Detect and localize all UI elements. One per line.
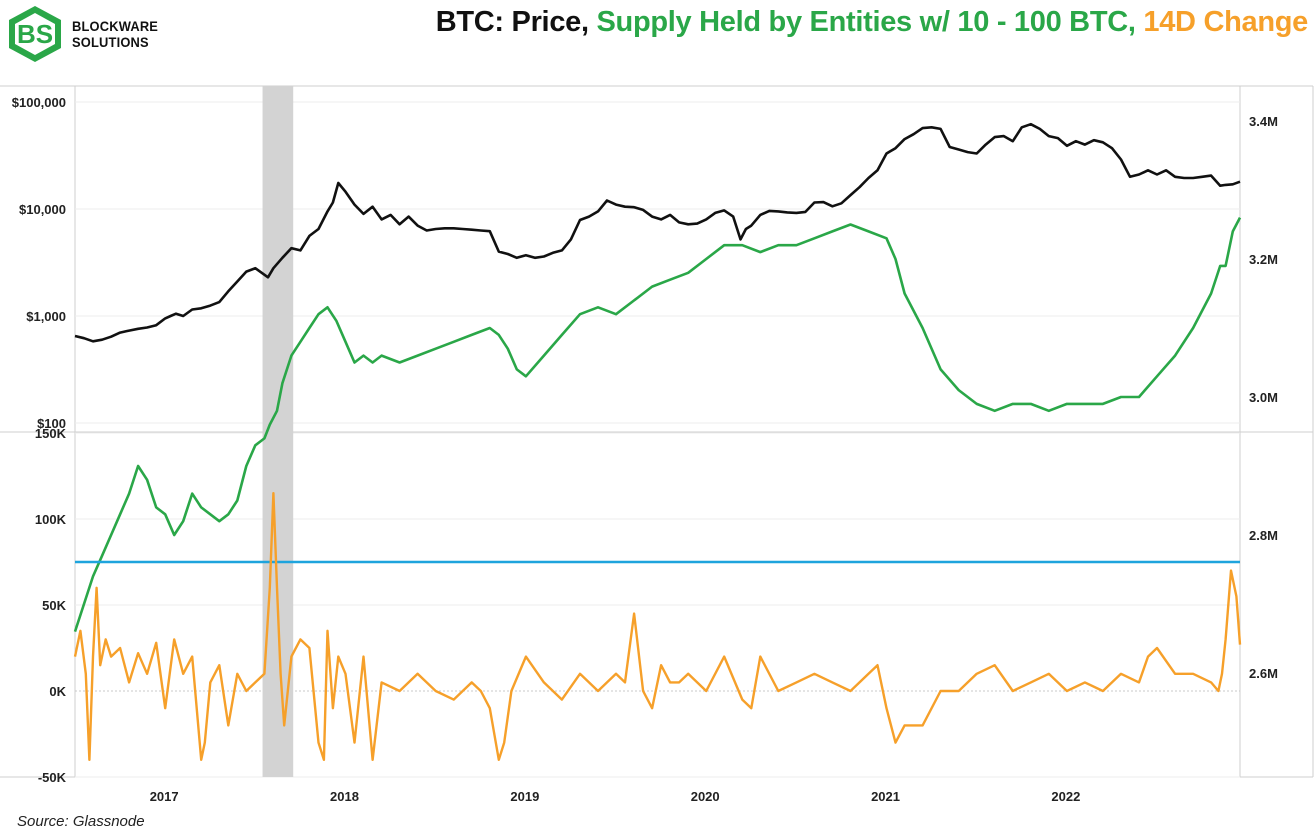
price-tick-label: $10,000 xyxy=(19,202,66,217)
change-tick-label: 100K xyxy=(35,512,67,527)
source-note: Source: Glassnode xyxy=(17,813,145,830)
change-series-line xyxy=(73,492,1242,761)
supply-tick-label: 2.8M xyxy=(1249,528,1278,543)
price-tick-label: $100 xyxy=(37,416,66,431)
change-tick-label: -50K xyxy=(38,770,67,785)
logo-line-2: SOLUTIONS xyxy=(72,34,149,50)
change-tick-label: 0K xyxy=(49,684,66,699)
supply-tick-label: 2.6M xyxy=(1249,666,1278,681)
title-change: 14D Change xyxy=(1143,6,1308,38)
year-tick-label: 2022 xyxy=(1051,789,1080,804)
svg-text:BS: BS xyxy=(17,19,53,49)
blockware-logo-icon: BS xyxy=(9,6,61,62)
logo-line-1: BLOCKWARE xyxy=(72,18,159,34)
change-tick-label: 50K xyxy=(42,598,66,613)
price-tick-label: $1,000 xyxy=(26,309,66,324)
price-tick-label: $100,000 xyxy=(12,95,66,110)
gridlines xyxy=(75,101,1240,778)
supply-series-line xyxy=(73,216,1242,633)
price-series-line xyxy=(74,122,1241,343)
title-price: BTC: Price, xyxy=(435,6,597,38)
tick-labels: $100 $1,000 $10,000 $100,000 2.6M 2.8M 3.0M 3.2… xyxy=(12,95,1278,804)
supply-tick-label: 3.0M xyxy=(1249,390,1278,405)
logo-wordmark: BLOCKWARE SOLUTIONS xyxy=(72,18,158,50)
top-panel-lines xyxy=(73,122,1242,633)
logo: BS BLOCKWARE SOLUTIONS xyxy=(6,4,176,66)
year-tick-label: 2019 xyxy=(510,789,539,804)
bottom-panel-lines xyxy=(73,492,1242,761)
chart-frame xyxy=(0,85,1314,778)
year-tick-label: 2021 xyxy=(871,789,900,804)
year-tick-label: 2017 xyxy=(150,789,179,804)
supply-tick-label: 3.2M xyxy=(1249,252,1278,267)
supply-tick-label: 3.4M xyxy=(1249,114,1278,129)
change-tick-label: 150K xyxy=(35,426,67,441)
title-supply: Supply Held by Entities w/ 10 - 100 BTC, xyxy=(596,6,1144,38)
chart-title: BTC: Price, Supply Held by Entities w/ 1… xyxy=(435,6,1309,39)
year-tick-label: 2020 xyxy=(691,789,720,804)
year-tick-label: 2018 xyxy=(330,789,359,804)
